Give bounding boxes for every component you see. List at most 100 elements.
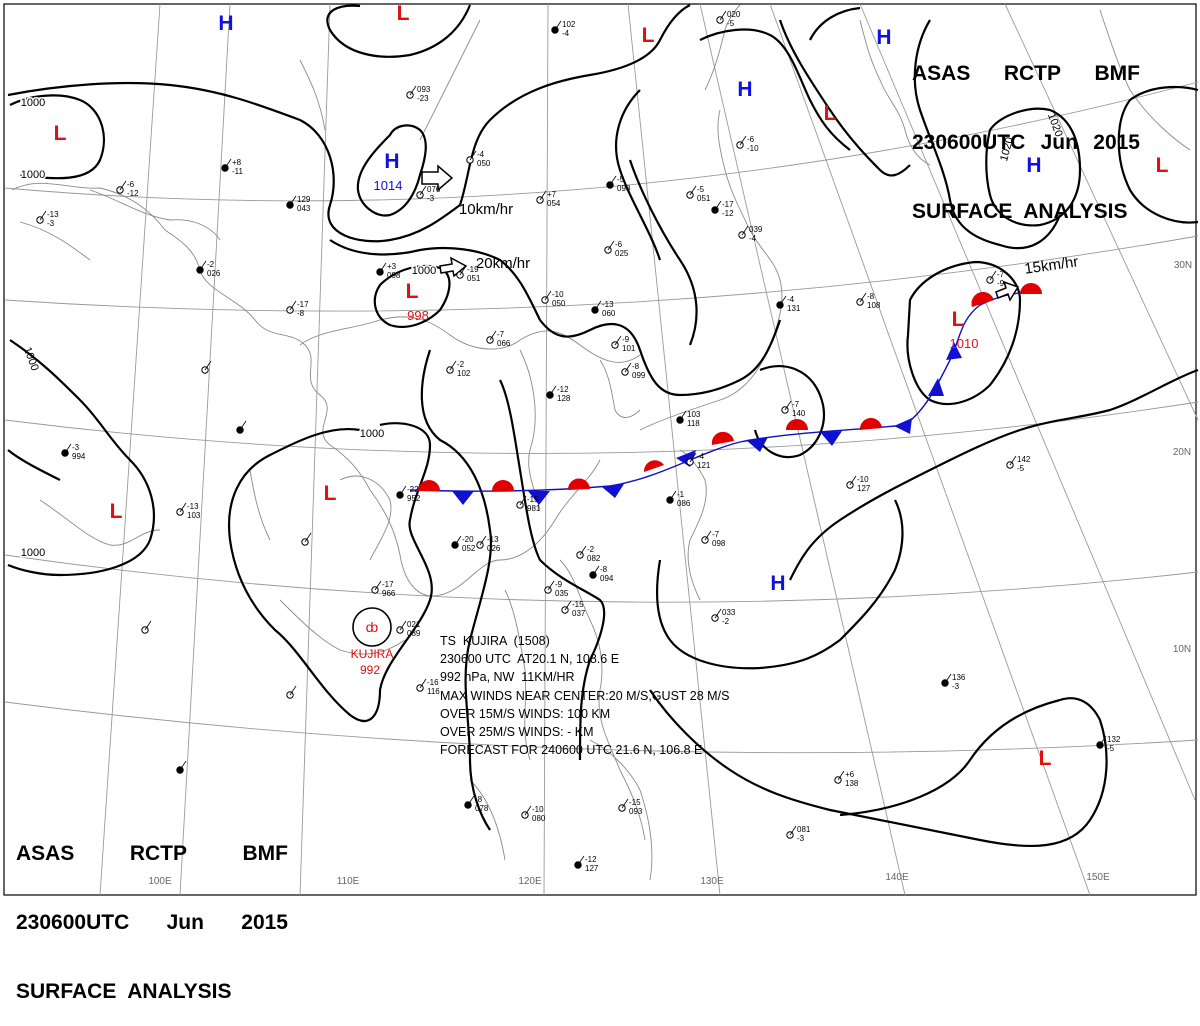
station-value: 101	[622, 344, 636, 353]
isobars	[7, 4, 1199, 848]
station-value: 128	[557, 394, 571, 403]
wind-barb	[621, 798, 629, 809]
station-value: -10	[552, 290, 564, 299]
wind-barb	[719, 10, 727, 21]
station-value: -2	[722, 617, 730, 626]
station-value: -19	[467, 265, 479, 274]
header-agency: ASAS	[912, 62, 971, 85]
wind-barb	[544, 290, 552, 301]
station-value: 102	[457, 369, 471, 378]
station-value: 129	[297, 195, 311, 204]
station-value: -2	[207, 260, 215, 269]
station-value: 127	[857, 484, 871, 493]
station-value: -16	[427, 678, 439, 687]
typhoon-name: KUJIRA	[351, 647, 394, 661]
station-value: -6	[615, 240, 623, 249]
wind-barb	[609, 175, 617, 186]
wind-barb	[144, 620, 152, 631]
motion-arrow-shapes	[421, 164, 1020, 302]
station-value: -7	[497, 330, 505, 339]
map-header-bottom: ASAS RCTP BMF 230600UTC Jun 2015 SURFACE ANA…	[16, 796, 288, 1026]
wind-barb	[289, 685, 297, 696]
station-value: -7	[997, 270, 1005, 279]
low-pressure-marker: L	[1156, 154, 1169, 177]
wind-barb	[199, 260, 207, 271]
station-value: 131	[787, 304, 801, 313]
station-value: 138	[845, 779, 859, 788]
wind-barb	[547, 580, 555, 591]
station-value: -3	[952, 682, 960, 691]
wind-barb	[577, 855, 585, 866]
station-value: 050	[552, 299, 566, 308]
station-value: 076	[427, 185, 441, 194]
station-value: +3	[387, 262, 397, 271]
wind-barb	[539, 190, 547, 201]
high-pressure-marker: H	[737, 78, 752, 101]
graticule-labels: 100E 110E 120E 130E 140E 150E 30N 20N 10N	[148, 260, 1192, 887]
station-value: -8	[475, 795, 483, 804]
typhoon-note-line: TS KUJIRA (1508)	[440, 634, 550, 648]
isobar-value: 1000	[21, 169, 45, 181]
station-value: 026	[487, 544, 501, 553]
station-value: 037	[572, 609, 586, 618]
wind-barb	[549, 385, 557, 396]
wind-barb	[689, 185, 697, 196]
wind-barb	[944, 673, 952, 684]
isobar-value: 1000	[21, 547, 45, 559]
station-value: 098	[617, 184, 631, 193]
station-value: 099	[632, 371, 646, 380]
station-value: 054	[547, 199, 561, 208]
typhoon-pressure: 992	[360, 663, 380, 677]
station-value: 051	[467, 274, 481, 283]
station-value: -12	[557, 385, 569, 394]
latitude-label: 20N	[1173, 447, 1191, 458]
station-value: 116	[427, 687, 440, 696]
wind-barb	[784, 400, 792, 411]
station-value: -12	[127, 189, 139, 198]
station-value: -9	[997, 279, 1005, 288]
typhoon-symbol: ȸ	[366, 619, 378, 635]
station-value: 118	[687, 419, 700, 428]
station-value: -9	[555, 580, 563, 589]
low-pressure-marker: L	[642, 24, 655, 47]
wind-barb	[239, 420, 247, 431]
motion-arrow-label: 20km/hr	[476, 255, 530, 272]
station-value: -1	[677, 490, 685, 499]
station-value: -10	[532, 805, 544, 814]
latitude-label: 30N	[1174, 260, 1192, 271]
station-marker	[176, 508, 184, 516]
map-header-top: ASAS RCTP BMF 230600UTC Jun 2015 SURFACE ANA…	[912, 16, 1140, 246]
station-value: 051	[697, 194, 711, 203]
wind-barb	[524, 805, 532, 816]
longitude-label: 140E	[885, 872, 909, 883]
station-value: -22	[407, 485, 419, 494]
high-pressure-marker: H	[218, 12, 233, 35]
high-pressure-marker: H	[1026, 154, 1041, 177]
station-value: 089	[407, 629, 421, 638]
station-value: 132	[1107, 735, 1121, 744]
station-value: 086	[677, 499, 691, 508]
station-value: -10	[857, 475, 869, 484]
station-value: -12	[722, 209, 734, 218]
typhoon-note-line: OVER 15M/S WINDS: 100 KM	[440, 706, 611, 721]
wind-barb	[704, 530, 712, 541]
station-value: -13	[602, 300, 614, 309]
station-value: -8	[297, 309, 305, 318]
wind-barb	[419, 185, 427, 196]
station-value: -3	[47, 219, 55, 228]
station-value: -3	[427, 194, 435, 203]
center-pressure-value: 998	[407, 308, 429, 323]
wind-barb	[204, 360, 212, 371]
station-value: -5	[697, 185, 705, 194]
station-value: -5	[1107, 744, 1115, 753]
longitude-label: 120E	[518, 876, 542, 887]
station-value: 020	[727, 10, 741, 19]
station-value: -15	[527, 495, 539, 504]
wind-barb	[289, 300, 297, 311]
coastlines	[11, 4, 1191, 881]
wind-barb	[119, 180, 127, 191]
wind-barb	[592, 565, 600, 576]
wind-barb	[64, 443, 72, 454]
typhoon-note-line: FORECAST FOR 240600 UTC 21.6 N, 106.8 E	[440, 743, 703, 758]
